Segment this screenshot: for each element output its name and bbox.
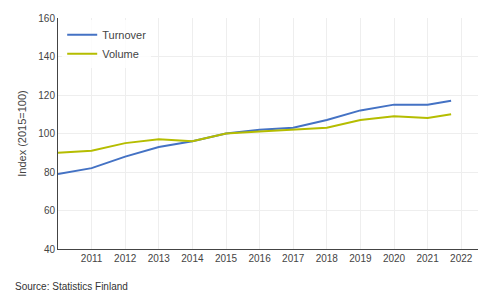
- svg-text:120: 120: [38, 90, 55, 101]
- svg-text:Turnover: Turnover: [102, 29, 146, 41]
- svg-text:2022: 2022: [450, 253, 473, 264]
- svg-text:60: 60: [44, 205, 56, 216]
- svg-text:2011: 2011: [81, 253, 103, 264]
- svg-text:2015: 2015: [215, 253, 238, 264]
- svg-text:2014: 2014: [181, 253, 204, 264]
- svg-text:2013: 2013: [148, 253, 171, 264]
- svg-text:2021: 2021: [416, 253, 439, 264]
- svg-text:80: 80: [44, 167, 56, 178]
- svg-text:40: 40: [44, 244, 56, 255]
- svg-text:2020: 2020: [383, 253, 406, 264]
- svg-text:2018: 2018: [316, 253, 339, 264]
- svg-text:100: 100: [38, 128, 55, 139]
- svg-text:Source: Statistics Finland: Source: Statistics Finland: [15, 281, 128, 292]
- svg-text:2012: 2012: [114, 253, 137, 264]
- svg-text:140: 140: [38, 51, 55, 62]
- svg-text:Volume: Volume: [102, 48, 139, 60]
- svg-text:2019: 2019: [349, 253, 372, 264]
- svg-text:160: 160: [38, 13, 55, 24]
- svg-text:2017: 2017: [282, 253, 305, 264]
- svg-text:2016: 2016: [248, 253, 271, 264]
- svg-text:Index (2015=100): Index (2015=100): [16, 90, 28, 177]
